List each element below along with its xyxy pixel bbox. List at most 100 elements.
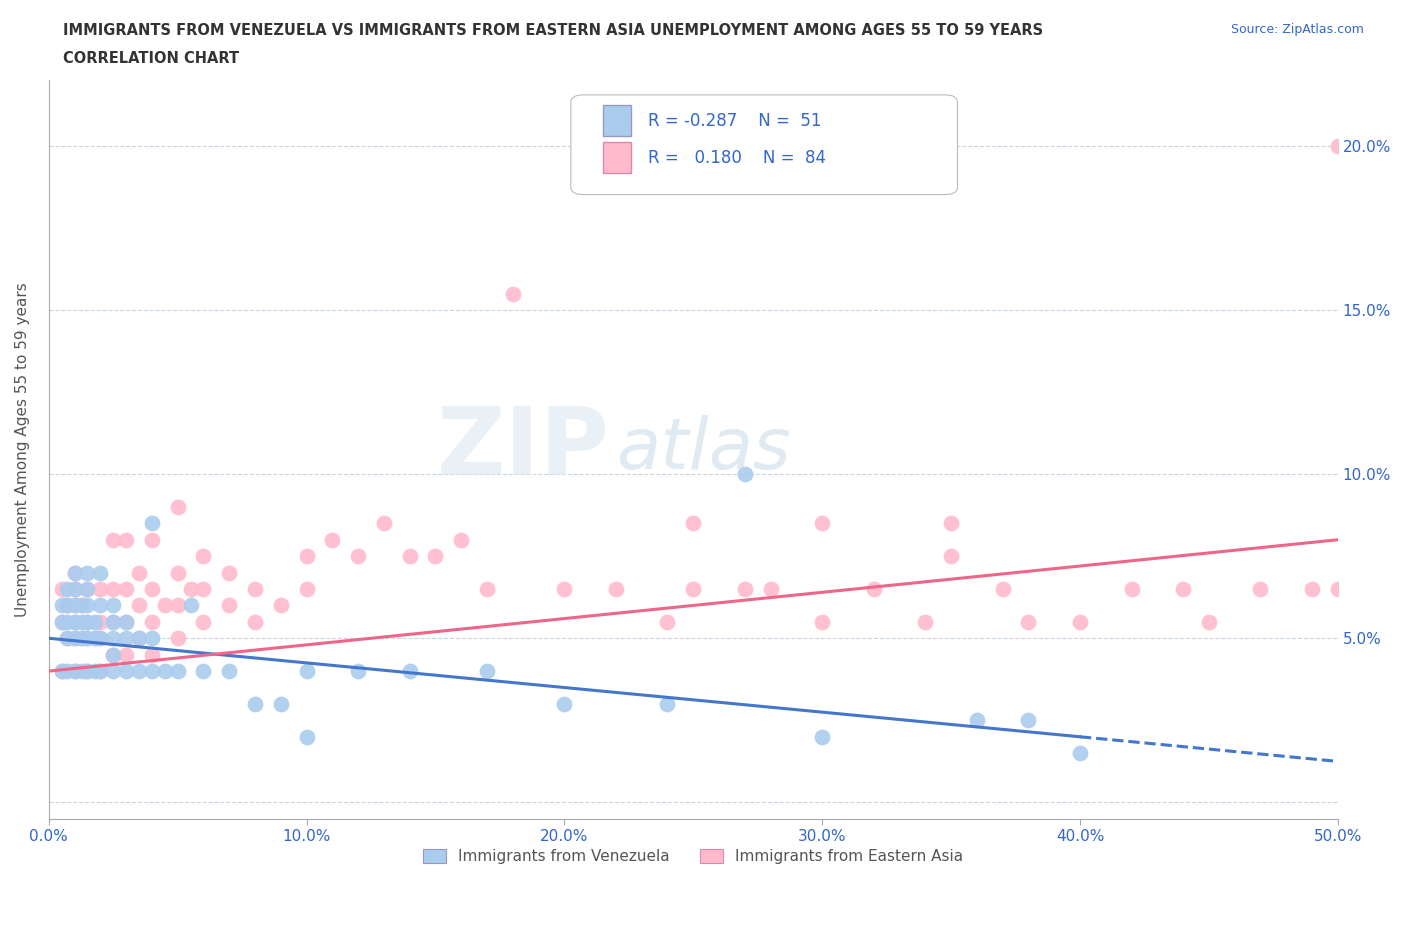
Point	[89, 565, 111, 580]
Point	[166, 598, 188, 613]
Point	[270, 697, 292, 711]
Point	[76, 581, 98, 596]
Point	[966, 713, 988, 728]
Point	[475, 581, 498, 596]
Point	[103, 647, 125, 662]
Point	[193, 549, 215, 564]
Point	[56, 598, 79, 613]
Point	[295, 729, 318, 744]
Point	[347, 664, 370, 679]
Point	[153, 598, 176, 613]
Point	[63, 565, 86, 580]
Point	[682, 516, 704, 531]
Point	[243, 697, 266, 711]
Point	[243, 581, 266, 596]
Point	[84, 615, 107, 630]
Point	[103, 664, 125, 679]
Point	[657, 697, 679, 711]
Point	[1069, 615, 1091, 630]
Point	[63, 615, 86, 630]
Point	[76, 598, 98, 613]
Text: Source: ZipAtlas.com: Source: ZipAtlas.com	[1230, 23, 1364, 36]
Point	[939, 516, 962, 531]
FancyBboxPatch shape	[603, 105, 631, 137]
Point	[89, 598, 111, 613]
Point	[115, 581, 138, 596]
Point	[193, 615, 215, 630]
Point	[1249, 581, 1271, 596]
Point	[811, 516, 834, 531]
Point	[103, 615, 125, 630]
Point	[398, 549, 420, 564]
Point	[63, 581, 86, 596]
Point	[63, 565, 86, 580]
Point	[56, 631, 79, 645]
Point	[63, 598, 86, 613]
Point	[180, 581, 202, 596]
Point	[1069, 746, 1091, 761]
Point	[76, 615, 98, 630]
Point	[141, 581, 163, 596]
Point	[141, 647, 163, 662]
Point	[72, 615, 94, 630]
Point	[1326, 581, 1348, 596]
Point	[115, 615, 138, 630]
Point	[72, 664, 94, 679]
Point	[103, 615, 125, 630]
Point	[811, 729, 834, 744]
FancyBboxPatch shape	[571, 95, 957, 194]
Point	[115, 532, 138, 547]
Point	[141, 615, 163, 630]
Point	[76, 631, 98, 645]
Point	[193, 581, 215, 596]
Point	[1017, 713, 1039, 728]
Point	[72, 598, 94, 613]
Point	[553, 581, 575, 596]
Point	[84, 631, 107, 645]
Point	[89, 615, 111, 630]
Point	[914, 615, 936, 630]
Point	[218, 565, 240, 580]
Point	[166, 565, 188, 580]
Point	[128, 598, 150, 613]
Point	[218, 598, 240, 613]
Point	[243, 615, 266, 630]
Text: CORRELATION CHART: CORRELATION CHART	[63, 51, 239, 66]
FancyBboxPatch shape	[603, 142, 631, 173]
Point	[502, 286, 524, 301]
Point	[1301, 581, 1323, 596]
Point	[128, 631, 150, 645]
Point	[991, 581, 1014, 596]
Point	[1171, 581, 1194, 596]
Point	[166, 499, 188, 514]
Point	[939, 549, 962, 564]
Point	[682, 581, 704, 596]
Point	[89, 631, 111, 645]
Point	[734, 581, 756, 596]
Point	[270, 598, 292, 613]
Point	[76, 615, 98, 630]
Point	[115, 631, 138, 645]
Point	[56, 581, 79, 596]
Point	[141, 664, 163, 679]
Point	[153, 664, 176, 679]
Point	[84, 664, 107, 679]
Point	[63, 631, 86, 645]
Point	[72, 631, 94, 645]
Point	[166, 664, 188, 679]
Point	[862, 581, 884, 596]
Point	[141, 532, 163, 547]
Point	[89, 664, 111, 679]
Point	[450, 532, 472, 547]
Point	[425, 549, 447, 564]
Point	[128, 664, 150, 679]
Point	[56, 631, 79, 645]
Point	[63, 615, 86, 630]
Point	[141, 631, 163, 645]
Point	[51, 598, 73, 613]
Legend: Immigrants from Venezuela, Immigrants from Eastern Asia: Immigrants from Venezuela, Immigrants fr…	[416, 843, 970, 870]
Point	[103, 647, 125, 662]
Point	[76, 664, 98, 679]
Point	[193, 664, 215, 679]
Point	[128, 565, 150, 580]
